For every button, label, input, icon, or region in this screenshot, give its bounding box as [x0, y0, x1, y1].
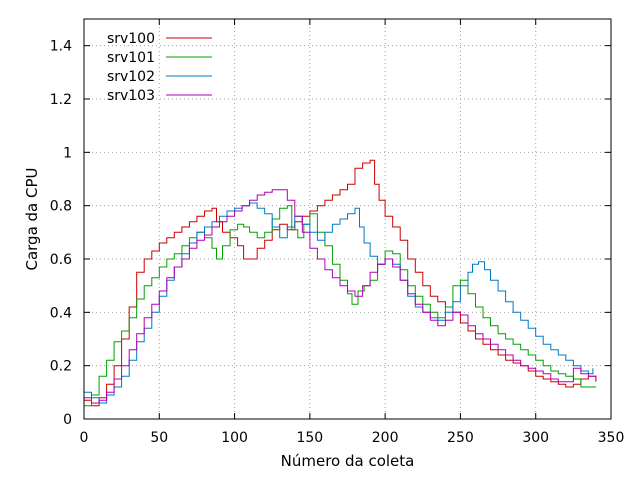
series-line-srv101	[84, 205, 596, 407]
y-axis-label: Carga da CPU	[23, 167, 41, 270]
plot-frame	[83, 18, 612, 420]
series-line-srv100	[84, 159, 597, 407]
series-line-srv103	[84, 189, 597, 404]
x-tick-label: 150	[296, 430, 323, 446]
x-tick-label: 50	[150, 430, 168, 446]
y-axis-ticks: 0 0.2 0.4 0.6 0.8 1 1.2 1.4	[50, 39, 611, 428]
x-tick-label: 100	[221, 430, 248, 446]
series-lines	[84, 159, 597, 407]
x-tick-label: 350	[598, 430, 625, 446]
y-tick-label: 0	[63, 412, 72, 428]
legend-label-srv103: srv103	[107, 88, 155, 104]
y-tick-label: 1.4	[50, 39, 72, 55]
x-tick-label: 200	[372, 430, 399, 446]
x-axis-ticks: 0 50 100 150 200 250 300 350	[80, 19, 625, 446]
y-tick-label: 1	[63, 145, 72, 161]
series-line-srv102	[84, 202, 594, 404]
legend-label-srv101: srv101	[107, 50, 155, 66]
x-tick-label: 250	[447, 430, 474, 446]
x-axis-label: Número da coleta	[281, 452, 415, 470]
x-tick-label: 0	[80, 430, 89, 446]
y-tick-label: 0.8	[50, 199, 72, 215]
y-tick-label: 1.2	[50, 92, 72, 108]
x-tick-label: 300	[522, 430, 549, 446]
y-tick-label: 0.2	[50, 359, 72, 375]
y-tick-label: 0.6	[50, 252, 72, 268]
legend: srv100 srv101 srv102 srv103	[107, 31, 212, 104]
y-tick-label: 0.4	[50, 305, 72, 321]
legend-label-srv100: srv100	[107, 31, 155, 47]
legend-label-srv102: srv102	[107, 69, 155, 85]
